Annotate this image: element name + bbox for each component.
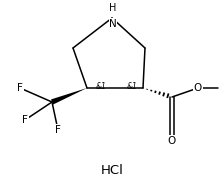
Text: &1: &1 xyxy=(96,81,107,91)
Text: F: F xyxy=(22,115,28,125)
Text: H: H xyxy=(109,3,117,13)
Polygon shape xyxy=(51,88,87,105)
Text: F: F xyxy=(55,125,61,135)
Text: &1: &1 xyxy=(127,81,138,91)
Text: O: O xyxy=(168,136,176,146)
Text: N: N xyxy=(109,19,117,29)
Text: F: F xyxy=(17,83,23,93)
Text: O: O xyxy=(194,83,202,93)
Text: HCl: HCl xyxy=(101,163,123,177)
